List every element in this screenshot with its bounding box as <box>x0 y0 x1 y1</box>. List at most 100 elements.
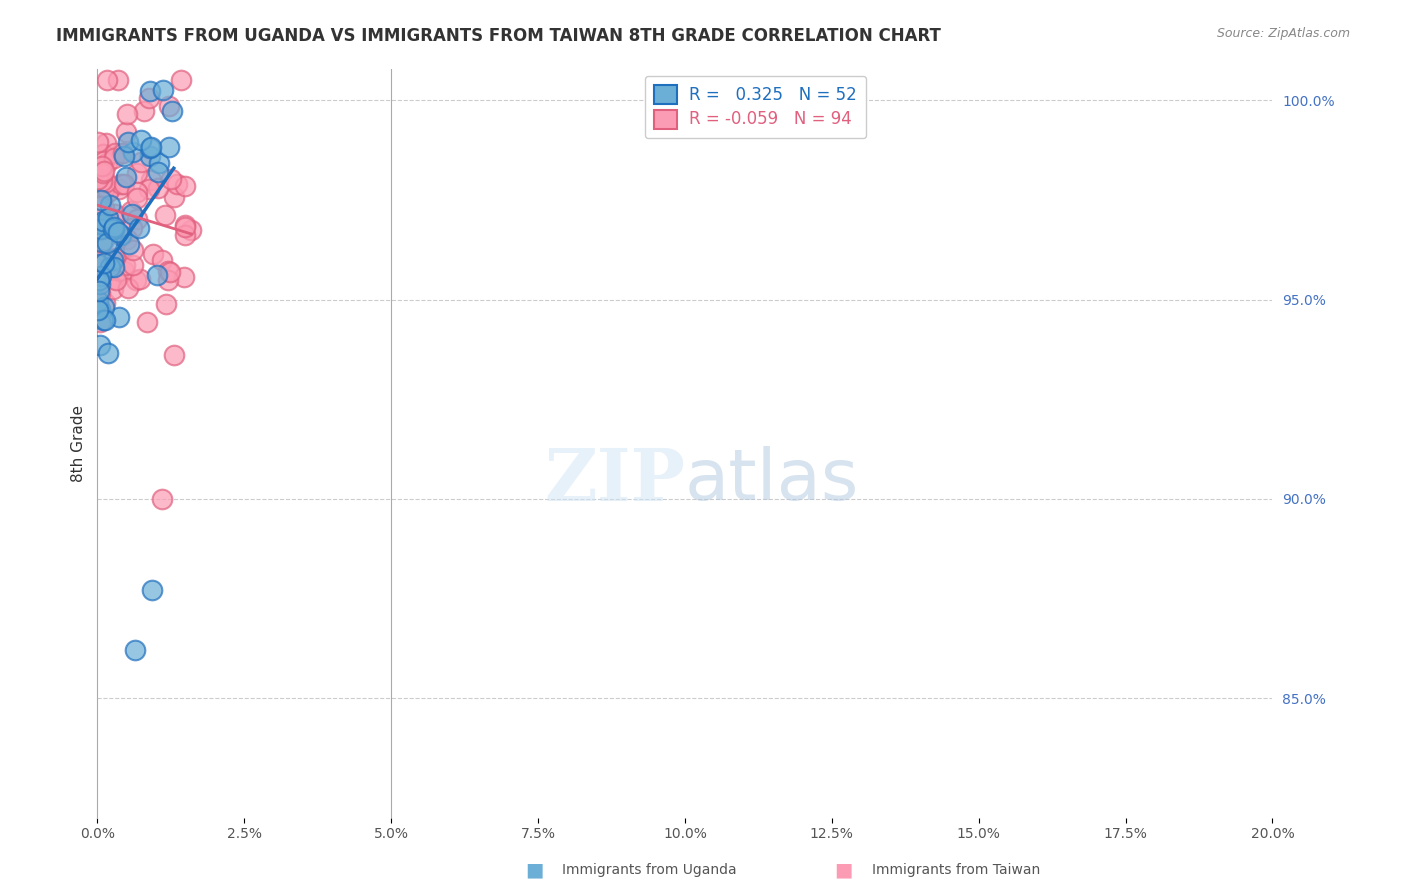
Point <box>150 252 173 267</box>
Point <box>142 247 165 261</box>
Point <box>129 155 152 169</box>
Point <box>114 149 136 163</box>
Point <box>104 145 127 160</box>
Point <box>101 222 124 236</box>
Point <box>93 166 115 180</box>
Point <box>87 172 110 186</box>
Point <box>97 220 120 235</box>
Point <box>173 218 195 232</box>
Point <box>112 177 135 191</box>
Point <box>93 214 115 228</box>
Point <box>138 91 160 105</box>
Point <box>87 253 110 268</box>
Point <box>121 145 143 160</box>
Point <box>120 204 142 219</box>
Point <box>121 220 143 235</box>
Point <box>125 273 148 287</box>
Point <box>122 243 145 257</box>
Point <box>90 235 112 250</box>
Point <box>93 256 115 270</box>
Point <box>94 295 117 310</box>
Point <box>107 225 129 239</box>
Point <box>139 173 162 187</box>
Y-axis label: 8th Grade: 8th Grade <box>72 405 86 482</box>
Point <box>173 270 195 285</box>
Point <box>93 164 115 178</box>
Point <box>127 211 149 226</box>
Point <box>127 166 149 180</box>
Point <box>139 141 162 155</box>
Point <box>121 207 143 221</box>
Point <box>96 73 118 87</box>
Point <box>103 222 125 236</box>
Point <box>141 583 163 598</box>
Point <box>103 207 125 221</box>
Point <box>87 161 110 175</box>
Point <box>103 253 125 268</box>
Point <box>87 135 110 149</box>
Point <box>96 156 118 170</box>
Point <box>174 228 197 243</box>
Point <box>127 186 149 200</box>
Point <box>96 175 118 189</box>
Point <box>135 315 157 329</box>
Point <box>94 219 117 233</box>
Point <box>96 186 118 200</box>
Point <box>117 232 139 246</box>
Point <box>112 264 135 278</box>
Point <box>150 491 173 506</box>
Point <box>98 198 121 212</box>
Point <box>152 82 174 96</box>
Point <box>157 273 180 287</box>
Point <box>97 211 120 226</box>
Point <box>124 643 146 657</box>
Point <box>162 104 184 119</box>
Point <box>163 190 186 204</box>
Point <box>87 257 110 271</box>
Point <box>93 153 115 168</box>
Text: atlas: atlas <box>685 446 859 515</box>
Point <box>101 282 124 296</box>
Point <box>146 164 169 178</box>
Point <box>111 229 134 244</box>
Point <box>94 313 117 327</box>
Point <box>96 136 118 151</box>
Point <box>115 125 138 139</box>
Point <box>100 260 122 274</box>
Text: Immigrants from Taiwan: Immigrants from Taiwan <box>872 863 1040 877</box>
Point <box>93 182 115 196</box>
Point <box>87 303 110 318</box>
Point <box>146 181 169 195</box>
Point <box>97 222 120 236</box>
Point <box>163 348 186 362</box>
Point <box>148 156 170 170</box>
Text: Immigrants from Uganda: Immigrants from Uganda <box>562 863 737 877</box>
Point <box>90 217 112 231</box>
Point <box>117 281 139 295</box>
Point <box>103 151 125 165</box>
Point <box>117 135 139 149</box>
Point <box>128 221 150 235</box>
Point <box>89 252 111 267</box>
Point <box>166 178 188 192</box>
Text: Source: ZipAtlas.com: Source: ZipAtlas.com <box>1216 27 1350 40</box>
Point <box>108 310 131 325</box>
Point <box>90 159 112 173</box>
Point <box>156 264 179 278</box>
Point <box>110 228 132 243</box>
Point <box>107 73 129 87</box>
Point <box>111 145 134 160</box>
Point <box>132 104 155 119</box>
Point <box>115 107 138 121</box>
Point <box>87 218 110 232</box>
Point <box>145 268 167 283</box>
Point <box>87 293 110 308</box>
Point <box>89 277 111 291</box>
Point <box>103 212 125 227</box>
Point <box>90 193 112 207</box>
Point <box>93 147 115 161</box>
Point <box>127 191 149 205</box>
Point <box>94 177 117 191</box>
Point <box>93 233 115 247</box>
Point <box>98 260 121 274</box>
